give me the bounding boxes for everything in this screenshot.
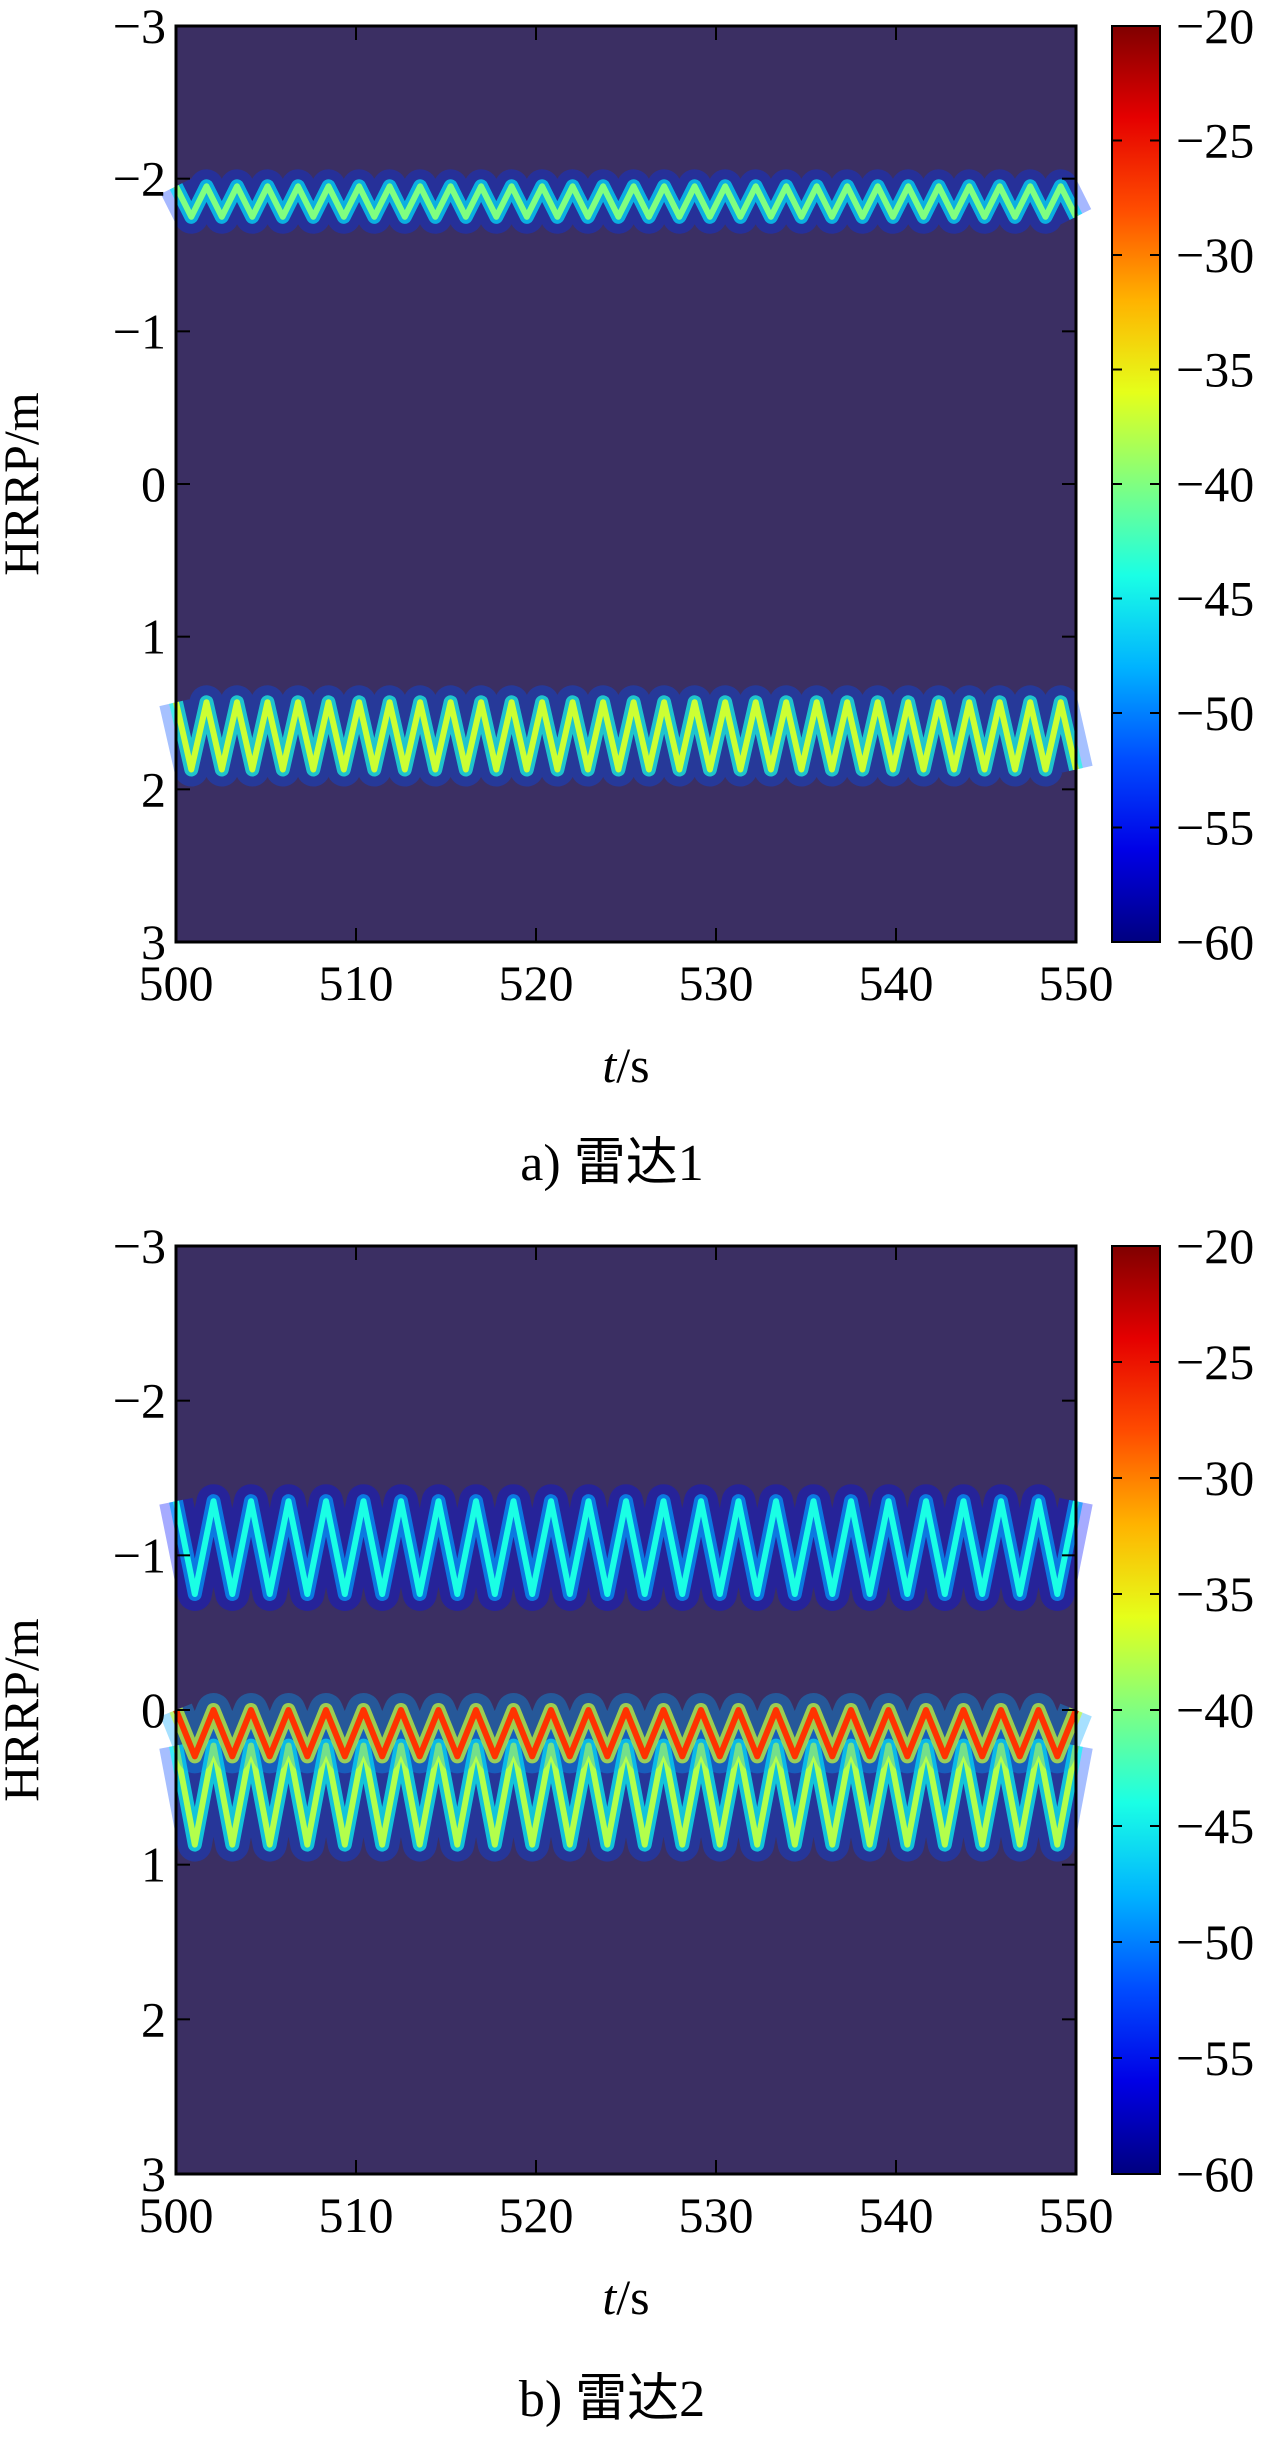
colorbar-tick-label: −45 [1176,571,1254,627]
x-tick-label: 520 [499,955,574,1011]
colorbar-tick-label: −40 [1176,1682,1254,1738]
x-tick-label: 510 [319,2187,394,2243]
x-tick-label: 540 [859,955,934,1011]
colorbar-tick-label: −35 [1176,342,1254,398]
colorbar-tick-label: −45 [1176,1798,1254,1854]
y-axis: −3 −2 −1 0 1 2 3 [113,1220,1076,2202]
band-1-core [173,699,1079,773]
band-1-core [173,1742,1079,1848]
y-tick-label: 1 [141,609,166,665]
colorbar-tick-label: −55 [1176,2030,1254,2086]
x-tick-label: 550 [1039,955,1114,1011]
colorbar-tick-label: −30 [1176,227,1254,283]
colorbar-tick-label: −35 [1176,1566,1254,1622]
x-tick-label: 500 [139,955,214,1011]
plot-background [176,26,1076,942]
colorbar-tick-label: −40 [1176,456,1254,512]
panel-caption: b) 雷达2 [519,2371,705,2428]
y-tick-label: 3 [141,2146,166,2202]
colorbar-tick-label: −60 [1176,2146,1254,2202]
x-tick-label: 510 [319,955,394,1011]
x-tick-label: 500 [139,2187,214,2243]
band-0-core [173,183,1079,220]
y-axis: −3 −2 −1 0 1 2 3 [113,0,1076,970]
y-axis-label: HRRP/m [0,392,49,576]
y-tick-label: 2 [141,1991,166,2047]
colorbar-tick-label: −25 [1176,113,1254,169]
band-layer [159,169,1093,787]
plot-area [159,24,1093,944]
x-axis-label: t/s [602,1037,649,1093]
y-tick-label: 1 [141,1837,166,1893]
colorbar-tick-label: −20 [1176,1220,1254,1274]
x-axis-label-variable: t [602,2269,617,2325]
colorbar-tick-label: −25 [1176,1334,1254,1390]
x-tick-label: 530 [679,955,754,1011]
colorbar-tick-label: −55 [1176,800,1254,856]
band-2-core [173,1707,1079,1760]
colorbar-tick-label: −20 [1176,0,1254,54]
y-tick-label: 2 [141,761,166,817]
panel-caption: a) 雷达1 [520,1135,703,1192]
x-axis-label-variable: t [602,1037,617,1093]
x-tick-label: 520 [499,2187,574,2243]
colorbar-tick-label: −60 [1176,914,1254,970]
y-tick-label: −2 [113,151,166,207]
colorbar-tick-label: −50 [1176,1914,1254,1970]
colorbar: −20 −25 −30 −35 −40 −45 −50 −55 −60 [1111,0,1254,970]
x-tick-label: 530 [679,2187,754,2243]
colorbar: −20 −25 −30 −35 −40 −45 −50 −55 −60 [1111,1220,1254,2202]
x-axis-label-unit: /s [616,2269,649,2325]
y-tick-label: 3 [141,914,166,970]
colorbar-tick-label: −50 [1176,685,1254,741]
band-layer [159,1484,1093,1862]
y-tick-label: −3 [113,0,166,54]
x-axis: 500 510 520 530 540 550 [139,26,1114,1011]
y-tick-label: −1 [113,1527,166,1583]
y-tick-label: 0 [141,1682,166,1738]
plot-area [159,1244,1093,2176]
y-tick-label: −3 [113,1220,166,1274]
x-axis: 500 510 520 530 540 550 [139,1246,1114,2243]
y-tick-label: 0 [141,456,166,512]
x-axis-label-unit: /s [616,1037,649,1093]
x-tick-label: 540 [859,2187,934,2243]
x-axis-label: t/s [602,2269,649,2325]
colorbar-tick-label: −30 [1176,1450,1254,1506]
y-axis-label: HRRP/m [0,1618,49,1802]
x-tick-label: 550 [1039,2187,1114,2243]
y-tick-label: −1 [113,303,166,359]
band-0-core [173,1498,1079,1597]
y-tick-label: −2 [113,1373,166,1429]
